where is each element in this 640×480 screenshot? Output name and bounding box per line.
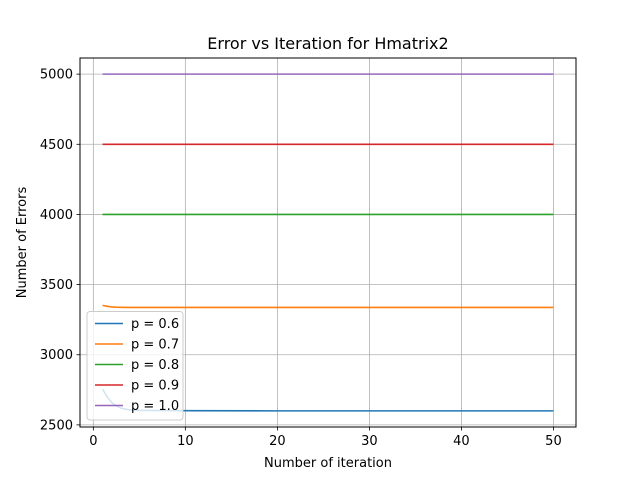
series-line — [102, 304, 554, 309]
legend-label: p = 1.0 — [131, 399, 179, 414]
y-tick-label: 5000 — [40, 68, 73, 83]
x-tick-label: 50 — [545, 434, 562, 449]
plot-frame — [79, 57, 577, 428]
chart-title: Error vs Iteration for Hmatrix2 — [207, 34, 448, 53]
y-tick-label: 3000 — [40, 348, 73, 363]
legend-label: p = 0.6 — [131, 317, 179, 332]
y-tick-label: 4500 — [40, 138, 73, 153]
x-axis-label: Number of iteration — [264, 456, 392, 471]
legend-label: p = 0.8 — [131, 358, 179, 373]
x-tick-label: 10 — [177, 434, 194, 449]
x-tick-label: 30 — [361, 434, 378, 449]
y-tick-label: 3500 — [40, 278, 73, 293]
y-tick-label: 2500 — [40, 418, 73, 433]
legend: p = 0.6 p = 0.7 p = 0.8 p = 0.9 p = 1.0 — [86, 311, 184, 421]
x-tick-label: 20 — [269, 434, 286, 449]
axis-ticks: 0 10 20 30 40 50 2500 3000 3500 4000 4500 5000 — [40, 68, 562, 449]
legend-frame — [86, 311, 184, 421]
x-tick-label: 40 — [453, 434, 470, 449]
x-tick-label: 0 — [89, 434, 97, 449]
y-tick-label: 4000 — [40, 208, 73, 223]
legend-label: p = 0.9 — [131, 379, 179, 394]
y-axis-label: Number of Errors — [15, 187, 30, 299]
legend-label: p = 0.7 — [131, 338, 179, 353]
